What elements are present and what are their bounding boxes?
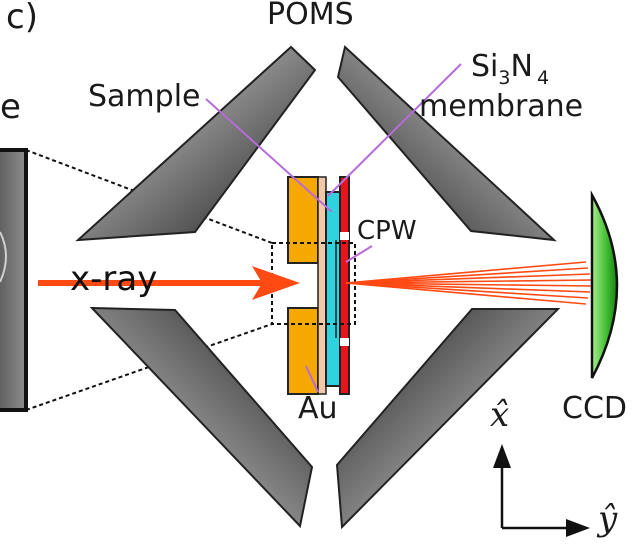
zoom-line-bottom: [25, 323, 273, 411]
zoom-line-top: [25, 149, 273, 244]
ccd-detector: [590, 190, 619, 379]
cpw-electrode: [339, 176, 350, 395]
au-block-top: [287, 176, 319, 264]
au-pointer: [305, 365, 319, 393]
left-partial-label: e: [0, 87, 21, 127]
axis-y-label: ŷ: [598, 499, 618, 539]
si3n4-n: N: [510, 49, 533, 84]
sample-layer: [317, 176, 327, 395]
si3n4-sub4: 4: [536, 67, 550, 89]
poms-arm-upper-right: [336, 45, 557, 242]
poms-arm-upper-left: [75, 45, 317, 242]
si3n4-label: Si3N 4: [471, 49, 549, 88]
panel-label: c): [6, 0, 38, 37]
poms-label: POMS: [267, 0, 354, 32]
axis-x-label: x̂: [490, 395, 510, 435]
membrane-label: membrane: [419, 89, 584, 124]
cpw-pointer: [345, 245, 373, 263]
xray-arrowhead: [252, 266, 300, 300]
cpw-gap-top: [340, 232, 349, 240]
sample-stack: [287, 176, 350, 395]
scattered-rays: [345, 261, 592, 305]
sample-label: Sample: [88, 79, 201, 114]
poms-arm-lower-right: [335, 308, 561, 530]
au-label: Au: [298, 391, 338, 426]
si3n4-si: Si: [471, 49, 499, 84]
poms-arm-lower-left: [89, 306, 314, 529]
sem-image-inset: [0, 148, 28, 412]
sample-pointer: [205, 98, 333, 213]
si3n4-sub3: 3: [498, 67, 511, 89]
coordinate-axes: [493, 444, 590, 537]
membrane-pointer: [327, 63, 462, 197]
xray-label: x-ray: [70, 259, 158, 299]
cpw-label: CPW: [357, 216, 417, 246]
ccd-label: CCD: [562, 391, 627, 426]
cpw-gap-bottom: [340, 338, 349, 346]
